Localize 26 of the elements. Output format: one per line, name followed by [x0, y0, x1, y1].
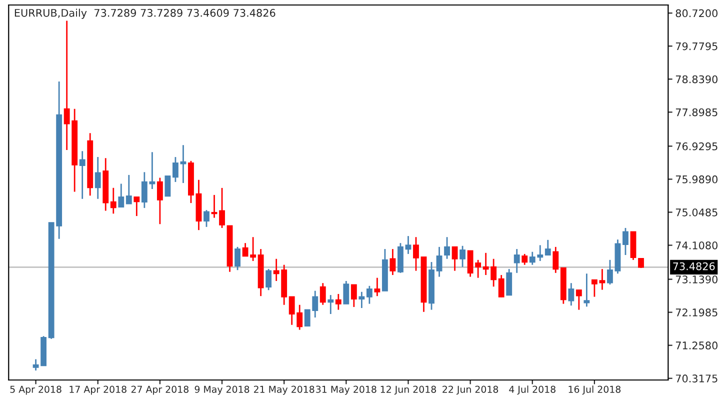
x-tick-label: 17 Apr 2018: [70, 386, 126, 395]
x-tick-label: 16 Jul 2018: [568, 386, 621, 395]
x-tick-label: 27 Apr 2018: [131, 386, 188, 395]
x-tick-label: 22 Jun 2018: [442, 386, 498, 395]
y-tick-label: 71.2580: [676, 342, 718, 350]
y-tick-label: 74.1080: [676, 241, 718, 250]
x-tick-label: 9 May 2018: [194, 386, 250, 395]
x-tick-label: 5 Apr 2018: [10, 386, 62, 395]
x-tick-label: 12 Jun 2018: [380, 386, 436, 395]
y-tick-label: 75.0485: [676, 208, 718, 216]
y-tick-label: 70.3175: [676, 374, 718, 382]
y-tick-label: 78.8390: [676, 75, 718, 84]
y-tick-label: 77.8985: [676, 108, 718, 116]
chart-title: EURRUB,Daily 73.7289 73.7289 73.4609 73.4826: [14, 8, 276, 19]
y-tick-label: 76.9295: [676, 142, 718, 150]
y-tick-label: 75.9890: [676, 175, 718, 184]
candlestick: [164, 175, 171, 197]
y-tick-label: 73.1390: [676, 275, 718, 284]
ref-line-label: 73.4826: [673, 262, 715, 270]
y-tick-label: 80.7200: [676, 9, 718, 18]
x-tick-label: 31 May 2018: [316, 386, 376, 395]
y-tick-label: 79.7795: [676, 42, 718, 50]
candlestick: [638, 258, 644, 269]
x-tick-label: 21 May 2018: [254, 386, 314, 395]
x-tick-label: 4 Jul 2018: [509, 386, 556, 395]
y-tick-label: 72.1985: [676, 308, 718, 316]
